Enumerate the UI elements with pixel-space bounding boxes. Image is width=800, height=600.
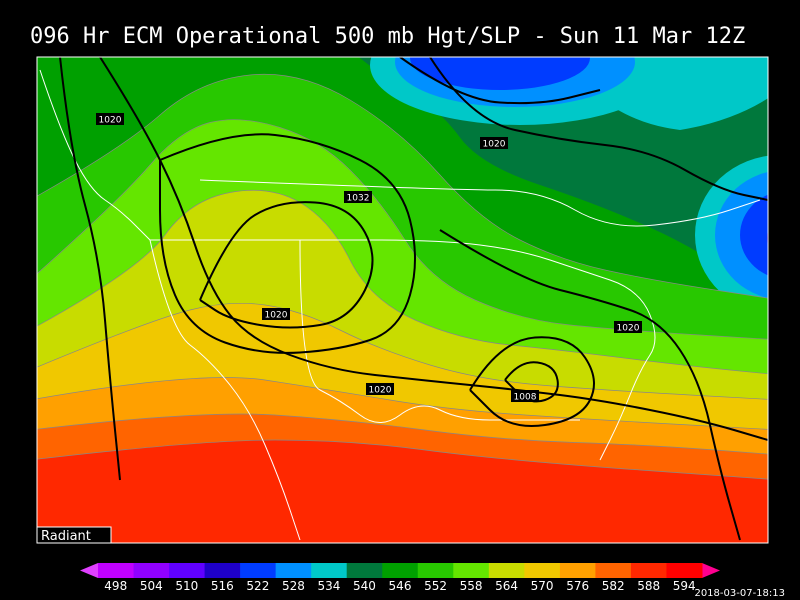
colorbar-label: 504 <box>140 579 163 593</box>
colorbar-swatch <box>453 563 490 578</box>
colorbar-swatch <box>240 563 277 578</box>
colorbar-swatch <box>204 563 241 578</box>
colorbar-end <box>80 563 98 578</box>
colorbar-swatch <box>488 563 525 578</box>
isobar <box>59 57 121 481</box>
pressure-label-box <box>96 113 124 125</box>
colorbar-label: 594 <box>673 579 696 593</box>
colorbar-swatch <box>630 563 667 578</box>
pressure-label: 1020 <box>483 140 506 150</box>
colorbar-label: 510 <box>175 579 198 593</box>
colorbar-label: 564 <box>495 579 518 593</box>
colorbar-swatch <box>382 563 419 578</box>
map: 1020 1020 1032 1020 1020 1020 1008 <box>37 57 768 543</box>
isobar <box>469 336 595 427</box>
colorbar-label: 588 <box>637 579 660 593</box>
credit: Radiant <box>41 529 91 544</box>
border <box>39 69 151 241</box>
colorbar-swatch <box>595 563 632 578</box>
colorbar-swatch <box>524 563 561 578</box>
pressure-label-box <box>262 308 290 320</box>
colorbar-swatch <box>417 563 454 578</box>
isobar <box>399 57 601 105</box>
colorbar-label: 498 <box>104 579 127 593</box>
height-contour <box>37 119 768 340</box>
pressure-label-box <box>614 321 642 333</box>
colorbar-label: 558 <box>460 579 483 593</box>
height-contour <box>37 413 768 455</box>
height-contour <box>37 189 768 375</box>
border <box>299 239 580 423</box>
pressure-label: 1020 <box>369 386 392 396</box>
colorbar-swatch <box>275 563 312 578</box>
pressure-label: 1032 <box>347 194 370 204</box>
height-contour <box>37 377 768 430</box>
colorbar-label: 582 <box>602 579 625 593</box>
isobar <box>159 133 416 354</box>
border <box>199 179 761 227</box>
height-band <box>740 194 768 276</box>
pressure-label-box <box>480 137 508 149</box>
colorbar-label: 546 <box>389 579 412 593</box>
pressure-label: 1020 <box>265 311 288 321</box>
isobar <box>439 229 741 541</box>
colorbar-swatch <box>666 563 703 578</box>
title: 096 Hr ECM Operational 500 mb Hgt/SLP - … <box>30 24 745 49</box>
isobar <box>429 57 768 201</box>
colorbar-swatch <box>133 563 170 578</box>
height-band <box>410 57 590 90</box>
pressure-label-box <box>511 390 539 402</box>
pressure-label-box <box>344 191 372 203</box>
colorbar-swatch <box>559 563 596 578</box>
colorbar-swatch <box>98 563 135 578</box>
pressure-label: 1020 <box>99 116 122 126</box>
colorbar-label: 534 <box>317 579 340 593</box>
colorbar-label: 516 <box>211 579 234 593</box>
colorbar-label: 576 <box>566 579 589 593</box>
pressure-label-box <box>366 383 394 395</box>
colorbar: 498 504 510 516 522 528 534 540 546 552 558 564 570 5… <box>80 563 720 593</box>
colorbar-swatch <box>169 563 206 578</box>
colorbar-label: 570 <box>531 579 554 593</box>
colorbar-label: 528 <box>282 579 305 593</box>
colorbar-swatch <box>346 563 383 578</box>
border <box>150 239 656 461</box>
isobar <box>199 201 374 329</box>
colorbar-end <box>702 563 720 578</box>
timestamp: 2018-03-07-18:13 <box>694 588 785 599</box>
isobar <box>99 57 768 441</box>
colorbar-label: 552 <box>424 579 447 593</box>
map-frame <box>36 56 769 544</box>
colorbar-label: 540 <box>353 579 376 593</box>
colorbar-swatch <box>311 563 348 578</box>
height-band <box>37 440 768 543</box>
height-contour <box>37 439 768 480</box>
credit-box <box>36 526 112 544</box>
pressure-label: 1008 <box>514 393 537 403</box>
pressure-label: 1020 <box>617 324 640 334</box>
height-contour <box>37 73 768 299</box>
colorbar-label: 522 <box>246 579 269 593</box>
border <box>149 239 301 541</box>
